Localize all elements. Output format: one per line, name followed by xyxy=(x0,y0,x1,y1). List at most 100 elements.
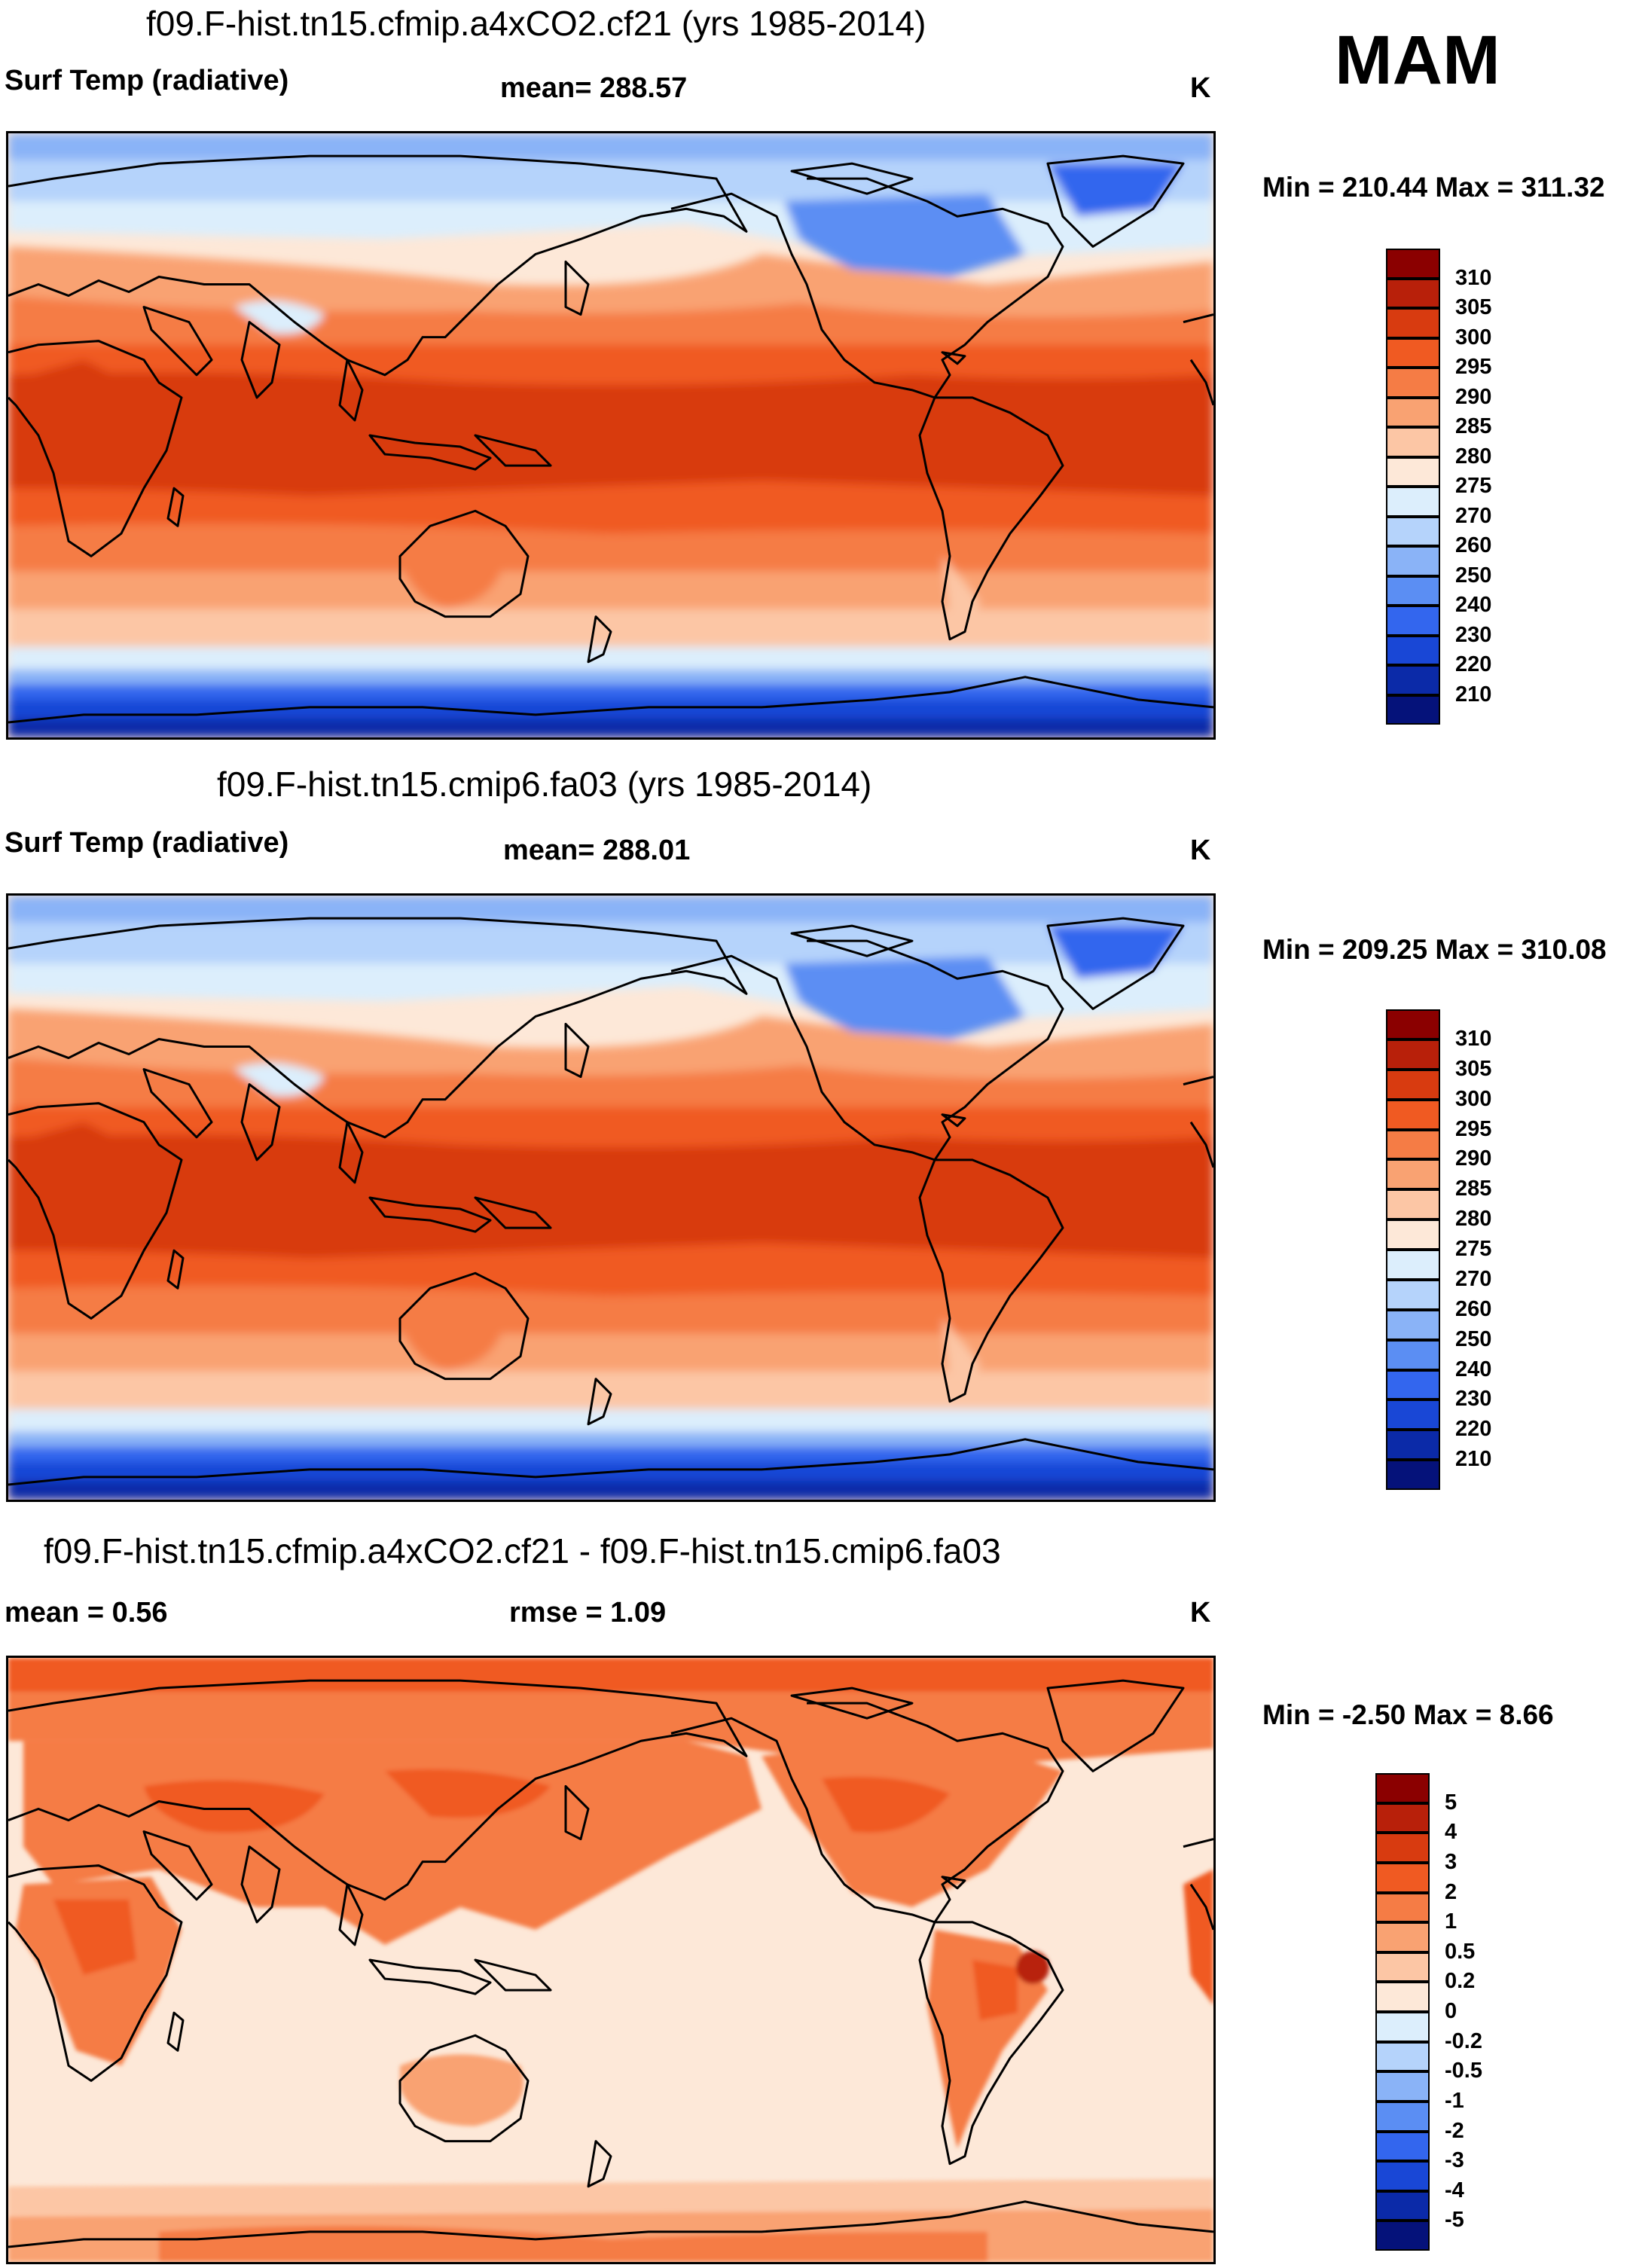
colorbar-swatch xyxy=(1386,516,1440,546)
colorbar-tick-label: 260 xyxy=(1455,533,1492,557)
colorbar-swatch xyxy=(1386,337,1440,368)
colorbar-swatch xyxy=(1375,2101,1430,2132)
colorbar-swatch xyxy=(1375,1833,1430,1863)
colorbar-swatch xyxy=(1375,1892,1430,1923)
panel-1-minmax: Min = 210.44 Max = 311.32 xyxy=(1262,172,1605,203)
colorbar-swatch xyxy=(1386,665,1440,695)
colorbar-tick-label: 285 xyxy=(1455,414,1492,438)
panel-3-units-label: K xyxy=(1190,1597,1211,1629)
map-cfmip-a4xco2 xyxy=(6,131,1216,740)
colorbar-tick-label: 0.2 xyxy=(1445,1969,1476,1994)
colorbar-tick-label: 220 xyxy=(1455,1417,1492,1442)
colorbar-tick-label: 0.5 xyxy=(1445,1939,1476,1964)
colorbar-swatch xyxy=(1386,1069,1440,1100)
colorbar-tick-label: 230 xyxy=(1455,622,1492,647)
panel-1-title: f09.F-hist.tn15.cfmip.a4xCO2.cf21 (yrs 1… xyxy=(146,4,926,43)
colorbar-tick-label: -2 xyxy=(1445,2118,1464,2143)
colorbar-tick-label: 300 xyxy=(1455,325,1492,350)
colorbar-swatch xyxy=(1386,487,1440,517)
colorbar-swatch xyxy=(1386,1400,1440,1430)
colorbar-tick-label: 275 xyxy=(1455,474,1492,498)
colorbar-swatch xyxy=(1386,397,1440,427)
colorbar-swatch xyxy=(1375,1952,1430,1983)
colorbar-swatch xyxy=(1375,2190,1430,2221)
colorbar-tick-label: 295 xyxy=(1455,1116,1492,1141)
colorbar-tick-label: 310 xyxy=(1455,265,1492,290)
map-difference xyxy=(6,1656,1216,2264)
colorbar-3: 5 4 3 2 1 0.5 0.2 0 -0.2 -0.5 -1 -2 -3 -4 -5 xyxy=(1375,1773,1482,2251)
colorbar-swatch xyxy=(1386,1009,1440,1039)
colorbar-swatch xyxy=(1386,1189,1440,1220)
colorbar-tick-label: -0.2 xyxy=(1445,2028,1482,2053)
panel-3-mean-label: mean = 0.56 xyxy=(5,1597,168,1629)
colorbar-swatch xyxy=(1386,1309,1440,1340)
panel-3-rmse-label: rmse = 1.09 xyxy=(509,1597,667,1629)
colorbar-swatch xyxy=(1386,546,1440,576)
colorbar-swatch xyxy=(1386,1279,1440,1310)
colorbar-tick-label: 3 xyxy=(1445,1849,1457,1874)
colorbar-tick-label: 2 xyxy=(1445,1879,1457,1904)
colorbar-tick-label: -3 xyxy=(1445,2148,1464,2173)
colorbar-2: 310 305 300 295 290 285 280 275 270 260 250 240 230 2… xyxy=(1386,1009,1491,1490)
colorbar-swatch xyxy=(1386,1460,1440,1490)
colorbar-tick-label: 285 xyxy=(1455,1177,1492,1201)
colorbar-tick-label: 270 xyxy=(1455,503,1492,528)
colorbar-tick-label: 310 xyxy=(1455,1026,1492,1051)
colorbar-tick-label: -0.5 xyxy=(1445,2059,1482,2083)
colorbar-swatch xyxy=(1386,1369,1440,1400)
colorbar-tick-label: 250 xyxy=(1455,1326,1492,1351)
colorbar-tick-label: 230 xyxy=(1455,1387,1492,1412)
colorbar-tick-label: 280 xyxy=(1455,444,1492,469)
colorbar-swatch xyxy=(1386,1339,1440,1370)
colorbar-swatch xyxy=(1375,1982,1430,2012)
colorbar-swatch xyxy=(1375,2071,1430,2102)
colorbar-tick-label: 210 xyxy=(1455,682,1492,707)
colorbar-tick-label: 305 xyxy=(1455,1056,1492,1081)
colorbar-swatch xyxy=(1375,1773,1430,1803)
colorbar-swatch xyxy=(1386,1250,1440,1280)
colorbar-tick-label: 275 xyxy=(1455,1237,1492,1261)
colorbar-swatch xyxy=(1386,606,1440,636)
season-title: MAM xyxy=(1335,22,1500,99)
map-cmip6-fa03 xyxy=(6,893,1216,1502)
colorbar-swatch xyxy=(1386,1039,1440,1070)
colorbar-1: 310 305 300 295 290 285 280 275 270 260 250 240 230 2… xyxy=(1386,249,1491,725)
colorbar-swatch xyxy=(1386,1430,1440,1461)
colorbar-swatch xyxy=(1386,575,1440,606)
colorbar-tick-label: -5 xyxy=(1445,2208,1464,2233)
colorbar-swatch xyxy=(1375,2161,1430,2191)
colorbar-tick-label: -1 xyxy=(1445,2088,1464,2113)
colorbar-tick-label: 240 xyxy=(1455,1357,1492,1381)
colorbar-tick-label: 270 xyxy=(1455,1266,1492,1291)
colorbar-swatch xyxy=(1386,427,1440,457)
colorbar-tick-label: 240 xyxy=(1455,593,1492,617)
colorbar-swatch xyxy=(1375,2041,1430,2072)
colorbar-tick-label: 290 xyxy=(1455,1146,1492,1171)
panel-1-units-label: K xyxy=(1190,72,1211,104)
colorbar-swatch xyxy=(1386,456,1440,487)
colorbar-tick-label: 290 xyxy=(1455,384,1492,409)
colorbar-swatch xyxy=(1375,2012,1430,2042)
colorbar-tick-label: 305 xyxy=(1455,295,1492,319)
colorbar-tick-label: -4 xyxy=(1445,2178,1464,2202)
colorbar-swatch xyxy=(1386,1099,1440,1130)
panel-2-minmax: Min = 209.25 Max = 310.08 xyxy=(1262,934,1607,965)
panel-1-mean-label: mean= 288.57 xyxy=(500,72,688,104)
colorbar-tick-label: 5 xyxy=(1445,1790,1457,1815)
panel-2-title: f09.F-hist.tn15.cmip6.fa03 (yrs 1985-201… xyxy=(217,765,872,804)
colorbar-swatch xyxy=(1375,1802,1430,1833)
colorbar-swatch xyxy=(1386,278,1440,308)
colorbar-swatch xyxy=(1386,635,1440,665)
colorbar-tick-label: 280 xyxy=(1455,1207,1492,1232)
colorbar-swatch xyxy=(1375,1922,1430,1952)
colorbar-tick-label: 300 xyxy=(1455,1086,1492,1111)
panel-2-variable-label: Surf Temp (radiative) xyxy=(5,827,289,859)
colorbar-swatch xyxy=(1386,1129,1440,1160)
colorbar-tick-label: 250 xyxy=(1455,563,1492,588)
panel-3-title: f09.F-hist.tn15.cfmip.a4xCO2.cf21 - f09.… xyxy=(44,1531,1001,1571)
colorbar-tick-label: 295 xyxy=(1455,355,1492,379)
colorbar-swatch xyxy=(1375,2131,1430,2162)
colorbar-tick-label: 1 xyxy=(1445,1909,1457,1934)
colorbar-tick-label: 260 xyxy=(1455,1296,1492,1321)
panel-1-variable-label: Surf Temp (radiative) xyxy=(5,65,289,96)
